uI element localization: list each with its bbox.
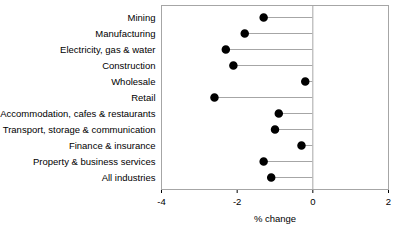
svg-text:All industries: All industries [102,172,156,183]
svg-text:Mining: Mining [128,12,156,23]
svg-text:Property & business services: Property & business services [33,156,156,167]
svg-text:2: 2 [386,196,391,207]
svg-text:0: 0 [310,196,315,207]
svg-text:% change: % change [254,213,296,224]
svg-text:Construction: Construction [102,60,155,71]
svg-text:Transport, storage & communica: Transport, storage & communication [3,124,156,135]
svg-text:Electricity, gas & water: Electricity, gas & water [60,44,155,55]
svg-text:Retail: Retail [131,92,155,103]
svg-text:Wholesale: Wholesale [111,76,155,87]
svg-text:-4: -4 [157,196,165,207]
svg-text:Manufacturing: Manufacturing [95,28,155,39]
svg-text:Finance & insurance: Finance & insurance [69,140,156,151]
svg-text:-2: -2 [233,196,241,207]
svg-text:Accommodation, cafes & restaur: Accommodation, cafes & restaurants [0,108,155,119]
